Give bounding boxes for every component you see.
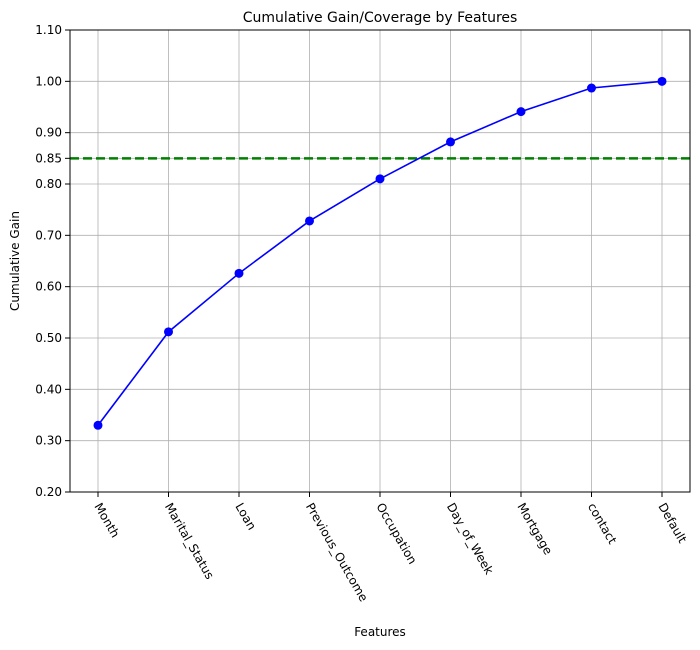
- y-tick-label: 0.30: [35, 434, 62, 448]
- x-axis-label: Features: [354, 625, 406, 639]
- x-axis-ticks: Month Marital_Status Loan Previous_Outcome O…: [91, 492, 690, 605]
- y-axis-ticks: 0.20 0.30 0.40 0.50 0.60 0.70 0.80 0.85 0.90 1.00…: [35, 23, 70, 499]
- y-tick-label: 0.70: [35, 228, 62, 242]
- y-tick-label: 1.10: [35, 23, 62, 37]
- data-point: [587, 83, 596, 93]
- data-point: [375, 174, 385, 184]
- data-point: [93, 420, 103, 430]
- x-tick-label: Default: [655, 501, 689, 546]
- y-axis-label: Cumulative Gain: [8, 211, 22, 311]
- x-tick-label: Previous_Outcome: [303, 501, 371, 605]
- y-tick-label: 0.20: [35, 485, 62, 499]
- y-tick-label: 1.00: [35, 74, 62, 88]
- x-tick-label: Marital_Status: [162, 501, 217, 582]
- x-tick-label: Month: [91, 501, 122, 541]
- x-tick-label: contact: [585, 501, 620, 547]
- data-point: [516, 107, 526, 117]
- x-tick-label: Mortgage: [514, 501, 555, 558]
- series-layer: [93, 76, 667, 430]
- y-tick-label: 0.60: [35, 280, 62, 294]
- y-tick-label: 0.50: [35, 331, 62, 345]
- x-tick-label: Occupation: [373, 501, 419, 567]
- x-tick-label: Day_of_Week: [444, 501, 496, 577]
- data-point: [446, 137, 455, 147]
- data-point: [234, 268, 244, 278]
- x-tick-label: Loan: [232, 501, 259, 533]
- y-tick-label: 0.80: [35, 177, 62, 191]
- y-tick-label: 0.90: [35, 126, 62, 140]
- data-point: [305, 216, 314, 226]
- y-tick-label: 0.40: [35, 382, 62, 396]
- data-point: [164, 327, 173, 337]
- y-tick-label: 0.85: [35, 151, 62, 165]
- chart-title: Cumulative Gain/Coverage by Features: [243, 10, 518, 26]
- grid-lines: [70, 29, 690, 493]
- data-point: [657, 76, 667, 86]
